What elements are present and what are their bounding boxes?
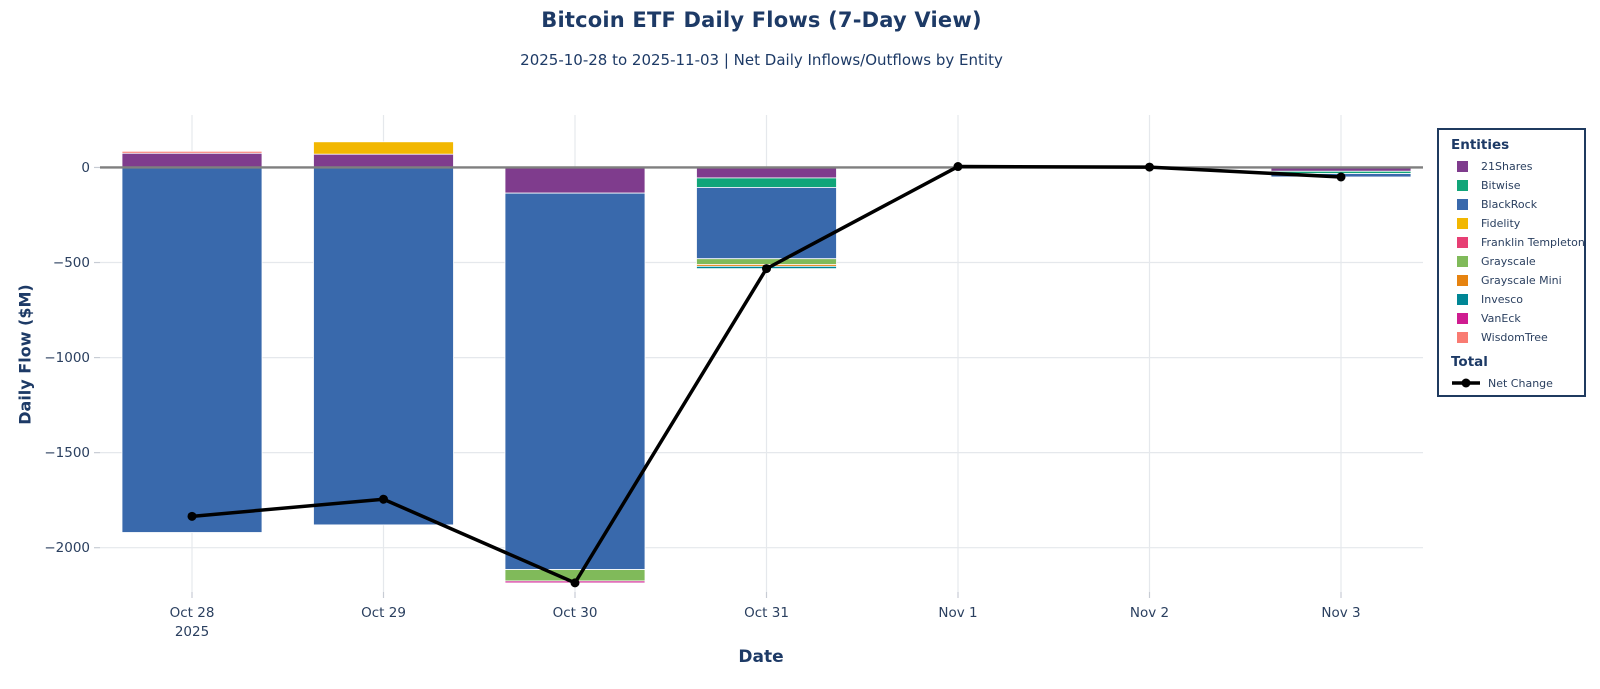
x-tick-label: Oct 28: [170, 605, 215, 621]
legend-item-label: Net Change: [1488, 376, 1553, 390]
legend-item-label: Grayscale: [1481, 255, 1536, 268]
legend-item-21shares[interactable]: 21Shares: [1451, 157, 1576, 176]
legend-item-grayscale-mini[interactable]: Grayscale Mini: [1451, 271, 1576, 290]
x-tick-label: Oct 30: [553, 605, 598, 621]
bar-segment-grayscale[interactable]: [696, 258, 837, 265]
net-change-point[interactable]: [762, 264, 771, 274]
legend-swatch-icon: [1457, 218, 1468, 229]
net-change-point[interactable]: [379, 494, 388, 504]
legend-item-net-change[interactable]: Net Change: [1451, 374, 1576, 392]
chart-title: Bitcoin ETF Daily Flows (7-Day View): [541, 8, 982, 32]
legend-item-label: BlackRock: [1481, 198, 1538, 211]
legend-item-label: VanEck: [1481, 312, 1521, 325]
bar-segment-blackrock[interactable]: [313, 167, 454, 526]
x-tick-label: Oct 31: [744, 605, 789, 621]
bar-segment-21shares[interactable]: [313, 153, 454, 168]
legend-item-fidelity[interactable]: Fidelity: [1451, 214, 1576, 233]
legend-item-wisdomtree[interactable]: WisdomTree: [1451, 328, 1576, 347]
bar-segment-21shares[interactable]: [121, 152, 263, 168]
bar-segment-fidelity[interactable]: [313, 141, 454, 155]
bar-segment-21shares[interactable]: [504, 167, 646, 194]
net-change-point[interactable]: [1145, 162, 1154, 172]
y-tick-label: −1500: [44, 445, 90, 461]
x-tick-year-label: 2025: [175, 624, 209, 640]
x-tick-label: Nov 1: [938, 605, 977, 621]
legend-item-label: Invesco: [1481, 293, 1524, 306]
legend-total-title: Total: [1451, 354, 1488, 370]
legend-swatch-icon: [1457, 294, 1468, 305]
legend-swatch-icon: [1457, 180, 1468, 191]
y-tick-label: −1000: [44, 350, 90, 366]
bar-segment-21shares[interactable]: [696, 167, 837, 179]
x-tick-label: Oct 29: [361, 605, 406, 621]
legend-item-blackrock[interactable]: BlackRock: [1451, 195, 1576, 214]
net-change-point[interactable]: [570, 578, 580, 588]
y-tick-label: 0: [81, 160, 90, 176]
legend-item-label: Franklin Templeton: [1481, 236, 1585, 249]
bar-segment-blackrock[interactable]: [504, 192, 646, 570]
y-tick-label: −2000: [44, 540, 90, 556]
legend-box: Entities 21Shares Bitwise BlackRock Fidelit…: [1437, 128, 1586, 397]
bar-segment-blackrock[interactable]: [121, 167, 263, 533]
net-change-point[interactable]: [953, 162, 963, 172]
legend-entities-title: Entities: [1451, 137, 1510, 153]
legend-item-label: 21Shares: [1481, 160, 1533, 173]
legend-item-vaneck[interactable]: VanEck: [1451, 309, 1576, 328]
net-change-point[interactable]: [1336, 172, 1346, 182]
legend-item-label: Bitwise: [1481, 179, 1521, 192]
net-change-line-icon: [1452, 378, 1480, 388]
legend-swatch-icon: [1457, 275, 1468, 286]
legend-item-label: Fidelity: [1481, 217, 1521, 230]
legend-swatch-icon: [1457, 199, 1468, 210]
bar-segment-wisdomtree[interactable]: [121, 150, 263, 154]
y-axis-title: Daily Flow ($M): [15, 284, 35, 425]
legend-entities-list: 21Shares Bitwise BlackRock Fidelity Franklin…: [1451, 157, 1585, 347]
legend-item-grayscale[interactable]: Grayscale: [1451, 252, 1576, 271]
y-tick-label: −500: [53, 255, 90, 271]
chart-subtitle: 2025-10-28 to 2025-11-03 | Net Daily Inf…: [520, 51, 1003, 69]
legend-item-invesco[interactable]: Invesco: [1451, 290, 1576, 309]
legend-item-label: WisdomTree: [1481, 331, 1548, 344]
x-tick-label: Nov 2: [1130, 605, 1169, 621]
legend-swatch-icon: [1457, 332, 1468, 343]
legend-swatch-icon: [1457, 256, 1468, 267]
x-tick-label: Nov 3: [1321, 605, 1360, 621]
legend-item-label: Grayscale Mini: [1481, 274, 1562, 287]
legend-swatch-icon: [1457, 237, 1468, 248]
legend-swatch-icon: [1457, 313, 1468, 324]
legend-item-franklin-templeton[interactable]: Franklin Templeton: [1451, 233, 1585, 252]
bar-segment-bitwise[interactable]: [696, 177, 837, 188]
bar-segment-blackrock[interactable]: [696, 187, 837, 260]
legend-item-bitwise[interactable]: Bitwise: [1451, 176, 1576, 195]
x-axis-title: Date: [738, 647, 784, 667]
legend-swatch-icon: [1457, 161, 1468, 172]
net-change-point[interactable]: [187, 511, 197, 521]
